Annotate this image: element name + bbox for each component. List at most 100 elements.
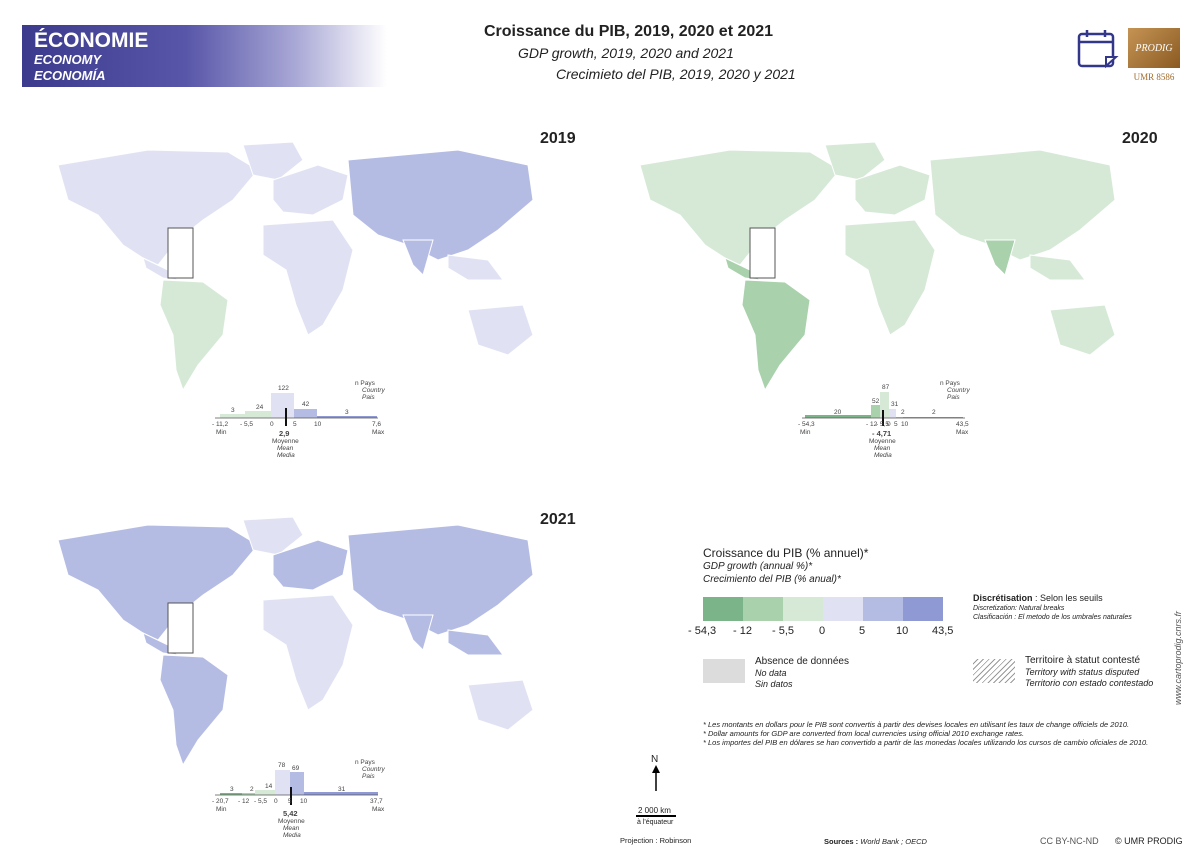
hist-2020-count-3: 87: [882, 384, 890, 391]
europe-region: [272, 539, 349, 591]
theme-en: ECONOMY: [34, 52, 102, 67]
projection: Projection : Robinson: [620, 836, 692, 845]
hist-2019-mean-fr: Moyenne: [272, 438, 299, 445]
hist-2021-count-6: 31: [338, 786, 346, 793]
hist-2021-count-1: 3: [230, 786, 234, 793]
discretization-label: Discrétisation: [973, 593, 1033, 603]
hist-2019-unit-en: Country: [362, 387, 385, 394]
hist-2021-count-5: 69: [292, 765, 300, 772]
europe-region: [854, 164, 931, 216]
hist-2021-tick-6: 10: [300, 798, 308, 805]
theme-es: ECONOMÍA: [34, 68, 106, 83]
legend-title-fr: Croissance du PIB (% annuel)*: [703, 546, 869, 560]
hist-2020-mean-en: Mean: [874, 445, 891, 452]
hist-2021-min: Min: [216, 806, 227, 813]
hist-2019-mean: 2,9: [279, 429, 290, 438]
southeast-asia-region: [447, 629, 504, 656]
year-2021: 2021: [540, 511, 576, 528]
india-region: [402, 239, 434, 276]
scale-bar: [636, 815, 676, 817]
note-fr: * Les montants en dollars pour le PIB so…: [703, 720, 1130, 729]
hist-2021-tick-2: - 12: [238, 798, 250, 805]
legend-swatch-4: [823, 597, 863, 621]
hist-2020-unit-es: Pais: [947, 394, 960, 401]
hist-2020-mean-es: Media: [874, 452, 892, 459]
asia-region: [347, 149, 534, 261]
hist-2021-unit-fr: n Pays: [355, 759, 375, 766]
australia-region: [467, 679, 534, 731]
hist-2019-tick-5: 10: [314, 421, 322, 428]
license: CC BY-NC-ND: [1040, 836, 1099, 846]
disputed-en: Territory with status disputed: [1025, 667, 1140, 677]
hist-2021-mean-fr: Moyenne: [278, 818, 305, 825]
title-fr: Croissance du PIB, 2019, 2020 et 2021: [484, 23, 774, 40]
south-america-region: [741, 279, 811, 392]
hist-2019-count-1: 3: [231, 407, 235, 414]
hist-2019-tick-3: 0: [270, 421, 274, 428]
hist-2019-tick-6: 7,6: [372, 421, 382, 428]
north-america-region: [639, 149, 841, 266]
histogram-2020: 20 52 87 31 2 2 - 54,3 - 12 - 5,5 0 5 10…: [790, 380, 990, 460]
logo-sub: UMR 8586: [1133, 72, 1175, 82]
legend-break-3: - 5,5: [772, 625, 795, 637]
nodata-es: Sin datos: [755, 679, 793, 689]
hist-2019-mean-en: Mean: [277, 445, 294, 452]
hist-2020-count-5: 2: [901, 409, 905, 416]
greenland-region: [824, 141, 886, 181]
hist-2020-tick-3: - 5,5: [876, 421, 890, 428]
north-label: N: [651, 754, 659, 765]
nodata-en: No data: [755, 668, 787, 678]
hist-2019-mean-es: Media: [277, 452, 295, 459]
prodig-logo: PRODIG UMR 8586: [1128, 28, 1180, 86]
greenland-region: [242, 141, 304, 181]
hist-2021-mean: 5,42: [283, 809, 298, 818]
north-arrow-icon: [652, 765, 660, 791]
hist-2020-unit-fr: n Pays: [940, 380, 960, 387]
australia-region: [1049, 304, 1116, 356]
disputed-fr: Territoire à statut contesté: [1025, 655, 1141, 666]
caribbean-inset: [167, 227, 194, 279]
north-america-region: [57, 524, 259, 641]
hist-2021-max: Max: [372, 806, 385, 813]
hist-2021-count-4: 78: [278, 762, 286, 769]
hist-2019-count-3: 122: [278, 385, 289, 392]
greenland-region: [242, 516, 304, 556]
world-map-2019: [57, 141, 534, 392]
asia-region: [929, 149, 1116, 261]
hist-2020-mean-fr: Moyenne: [869, 438, 896, 445]
legend-swatch-6: [903, 597, 943, 621]
hist-2019-max: Max: [372, 429, 385, 436]
hist-2020-count-4: 31: [891, 401, 899, 408]
hist-2020-tick-4: 0: [887, 421, 891, 428]
histogram-2019-bars: [215, 393, 378, 426]
hist-2019-count-5: 3: [345, 409, 349, 416]
note-es: * Los importes del PIB en dólares se han…: [703, 738, 1149, 747]
hist-2019-min: Min: [216, 429, 227, 436]
year-2020: 2020: [1122, 130, 1158, 147]
legend-title-es: Crecimiento del PIB (% anual)*: [703, 574, 841, 585]
legend-swatch-1: [703, 597, 743, 621]
southeast-asia-region: [447, 254, 504, 281]
hist-2019-unit-fr: n Pays: [355, 380, 375, 387]
europe-region: [272, 164, 349, 216]
legend-break-2: - 12: [733, 625, 752, 637]
legend-break-7: 43,5: [932, 625, 954, 637]
discretization-fr: Discrétisation : Selon les seuils: [973, 593, 1103, 603]
legend-break-5: 5: [859, 625, 866, 637]
nodata-swatch: [703, 659, 745, 683]
hist-2021-tick-1: - 20,7: [212, 798, 229, 805]
hist-2019-unit-es: Pais: [362, 394, 375, 401]
theme-banner: ÉCONOMIE ECONOMY ECONOMÍA: [22, 25, 387, 87]
hist-2020-count-2: 52: [872, 398, 880, 405]
asia-region: [347, 524, 534, 636]
sources-label: Sources :: [824, 837, 859, 846]
hist-2020-min: Min: [800, 429, 811, 436]
legend-swatch-5: [863, 597, 903, 621]
histogram-2021: 3 2 14 78 69 31 - 20,7 - 12 - 5,5 0 5 10…: [200, 757, 400, 839]
south-america-region: [159, 654, 229, 767]
hist-2019-count-2: 24: [256, 404, 264, 411]
hist-2021-tick-4: 0: [274, 798, 278, 805]
india-region: [402, 614, 434, 651]
discretization-value: : Selon les seuils: [1032, 593, 1103, 603]
sources: Sources : World Bank ; OECD: [824, 837, 927, 846]
